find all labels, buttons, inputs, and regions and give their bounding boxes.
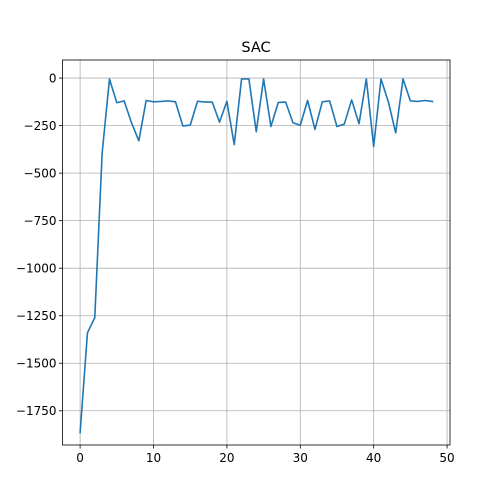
- x-tick-label: 30: [293, 451, 308, 465]
- y-tick-label: −750: [24, 214, 57, 228]
- plot-frame: [62, 59, 451, 446]
- series-layer: [79, 78, 434, 434]
- y-tick-label: 0: [49, 71, 57, 85]
- x-tick-label: 50: [439, 451, 454, 465]
- x-tick-label: 0: [76, 451, 84, 465]
- y-tick-label: −1750: [16, 404, 57, 418]
- x-tick-label: 20: [219, 451, 234, 465]
- x-tick-label: 40: [366, 451, 381, 465]
- y-tick-label: −1250: [16, 309, 57, 323]
- x-tick-label: 10: [146, 451, 161, 465]
- series-line: [79, 78, 434, 434]
- y-tick-label: −1500: [16, 357, 57, 371]
- chart-title: SAC: [241, 40, 270, 56]
- y-tick-label: −500: [24, 166, 57, 180]
- grid-lines: [62, 60, 450, 445]
- axis-ticks: 0 10 20 30 40 50 0 −250 −500 −750 −1000 −1250 −1500 −…: [16, 71, 455, 465]
- y-tick-label: −1000: [16, 261, 57, 275]
- y-tick-label: −250: [24, 119, 57, 133]
